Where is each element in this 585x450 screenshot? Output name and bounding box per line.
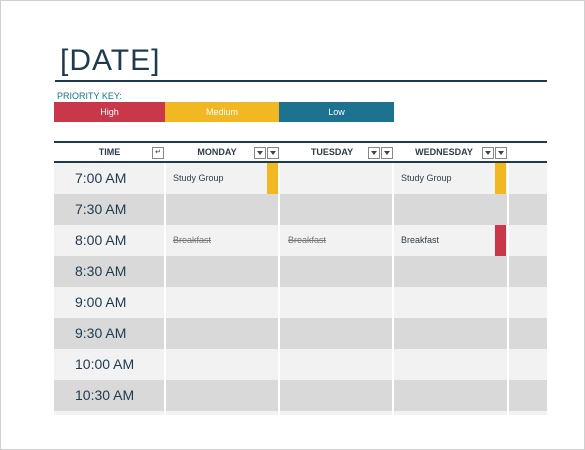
priority-marker-medium <box>267 163 278 194</box>
filter-dropdown-icon[interactable] <box>267 147 279 159</box>
priority-marker-medium <box>495 163 506 194</box>
table-row: 9:00 AM <box>54 287 547 318</box>
header-bottom-rule <box>54 161 547 163</box>
column-header-wednesday: WEDNESDAY <box>415 147 473 157</box>
time-cell[interactable]: 9:00 AM <box>75 294 127 310</box>
page-title[interactable]: [DATE] <box>60 44 161 77</box>
time-cell[interactable]: 7:00 AM <box>75 170 127 186</box>
table-row: 8:30 AM <box>54 256 547 287</box>
table-row: 10:30 AM <box>54 380 547 411</box>
time-cell[interactable]: 7:30 AM <box>75 201 127 217</box>
priority-medium: Medium <box>165 102 279 122</box>
time-cell[interactable]: 9:30 AM <box>75 325 127 341</box>
table-row: 7:00 AM <box>54 163 547 194</box>
column-divider <box>278 163 280 415</box>
filter-dropdown-icon[interactable] <box>381 147 393 159</box>
priority-high: High <box>54 102 165 122</box>
table-row: 7:30 AM <box>54 194 547 225</box>
table-row: 10:00 AM <box>54 349 547 380</box>
schedule-entry-wednesday-800[interactable]: Breakfast <box>401 235 440 245</box>
time-cell[interactable]: 10:30 AM <box>75 387 135 403</box>
time-cell[interactable]: 10:00 AM <box>75 356 135 372</box>
table-row: 9:30 AM <box>54 318 547 349</box>
column-header-monday: MONDAY <box>197 147 237 157</box>
table-row <box>54 411 547 415</box>
column-header-tuesday: TUESDAY <box>310 147 354 157</box>
return-arrow-icon[interactable]: ↵ <box>152 147 164 159</box>
schedule-entry-wednesday-700[interactable]: Study Group <box>401 173 452 183</box>
filter-dropdown-icon[interactable] <box>482 147 494 159</box>
schedule-entry-monday-700[interactable]: Study Group <box>173 173 224 183</box>
column-divider <box>392 163 394 415</box>
table-top-rule <box>54 141 547 143</box>
priority-key-label: PRIORITY KEY: <box>57 91 122 101</box>
schedule-entry-tuesday-800[interactable]: Breakfast <box>288 235 327 245</box>
column-divider <box>164 163 166 415</box>
priority-marker-high <box>495 225 506 256</box>
time-cell[interactable]: 8:30 AM <box>75 263 127 279</box>
column-divider <box>507 163 509 415</box>
filter-dropdown-icon[interactable] <box>495 147 507 159</box>
time-cell[interactable]: 8:00 AM <box>75 232 127 248</box>
column-header-time: TIME <box>98 147 121 157</box>
priority-low: Low <box>279 102 394 122</box>
filter-dropdown-icon[interactable] <box>368 147 380 159</box>
schedule-entry-monday-800[interactable]: Breakfast <box>173 235 212 245</box>
table-row: 8:00 AM <box>54 225 547 256</box>
filter-dropdown-icon[interactable] <box>254 147 266 159</box>
title-divider <box>55 80 547 82</box>
